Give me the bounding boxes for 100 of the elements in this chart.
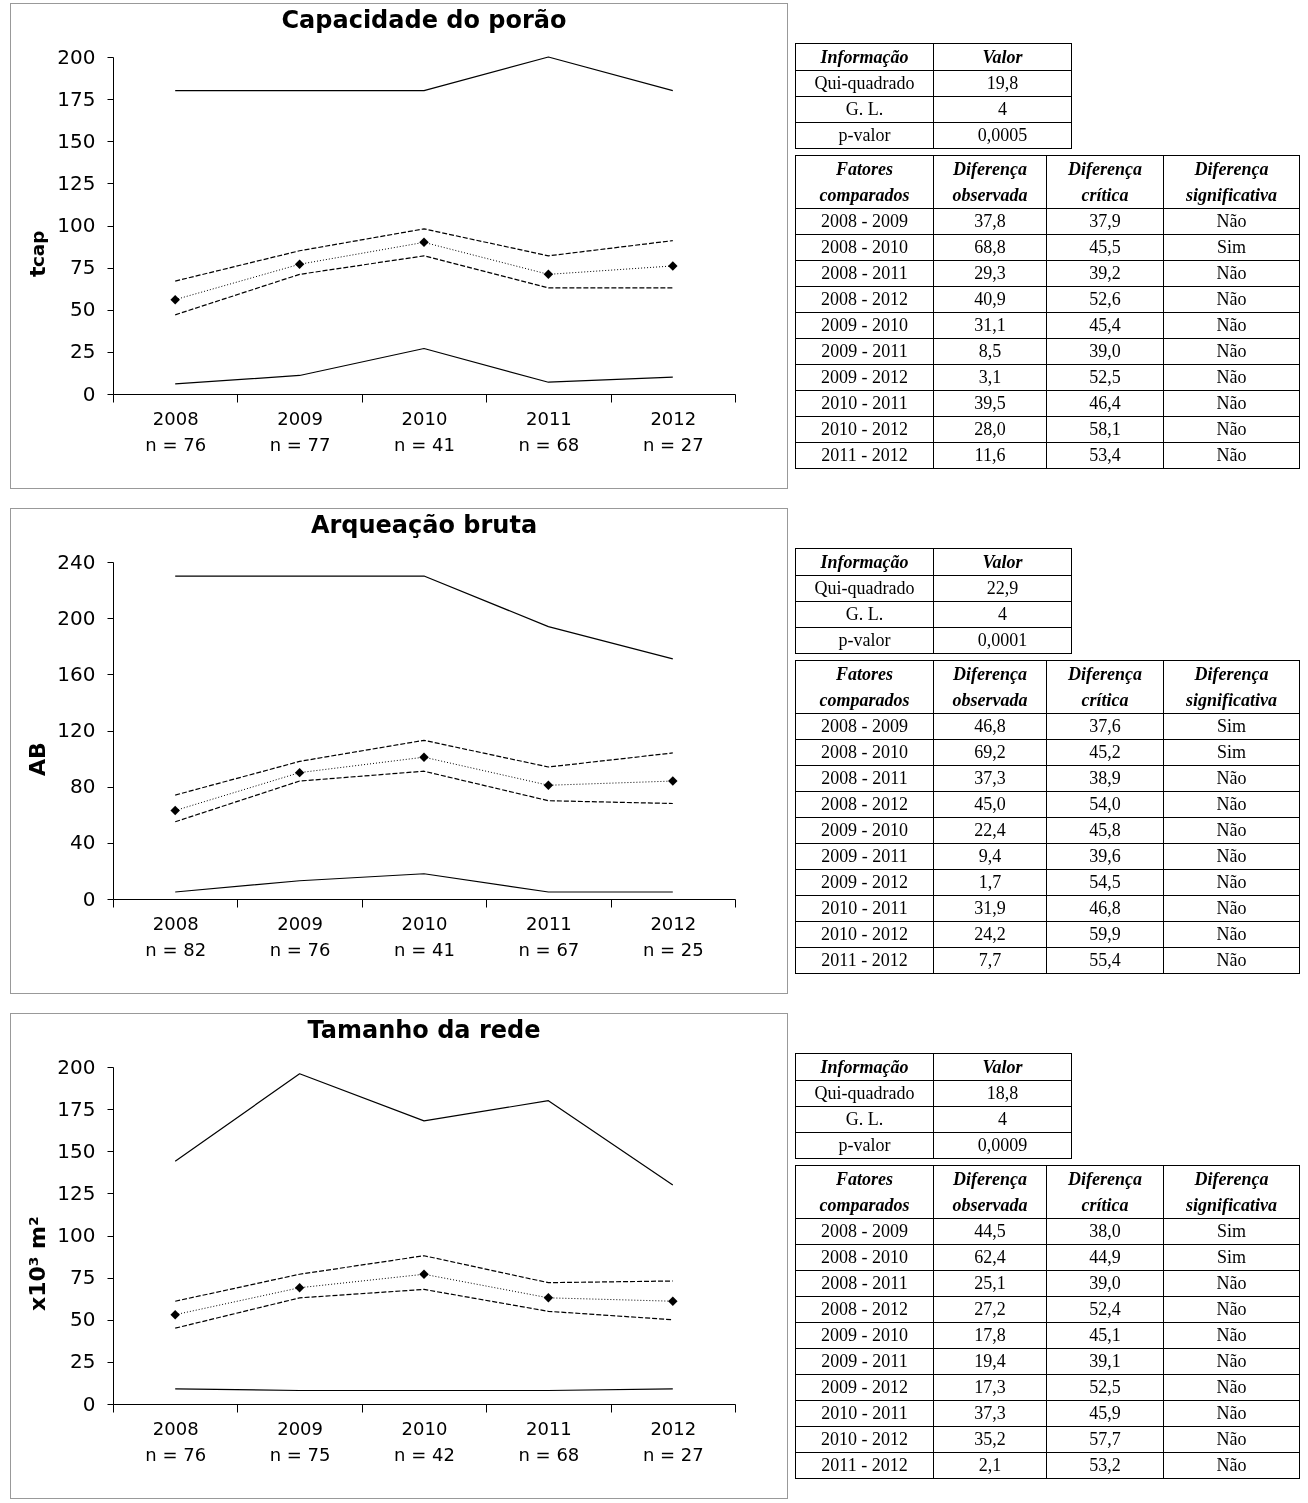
text: Não bbox=[1216, 950, 1247, 970]
text: 18,8 bbox=[986, 1083, 1019, 1103]
text: 45,9 bbox=[1089, 1403, 1121, 1423]
text: 2009 - 2012 bbox=[821, 367, 908, 387]
text: 2,1 bbox=[978, 1455, 1002, 1475]
x-tick-label: 2010 n = 41 bbox=[394, 912, 455, 960]
x-tick-label: 2011 n = 68 bbox=[518, 1417, 580, 1465]
text: 45,2 bbox=[1089, 742, 1121, 762]
text: p-valor bbox=[838, 630, 891, 650]
text: 39,1 bbox=[1089, 1351, 1121, 1371]
text: Qui-quadrado bbox=[814, 73, 915, 93]
text: Não bbox=[1216, 367, 1247, 387]
x-tick-label: 2011 n = 68 bbox=[518, 407, 580, 455]
text: 2010 - 2011 bbox=[821, 393, 908, 413]
x-tick-label: 2009 n = 77 bbox=[269, 407, 331, 455]
text: 2008 - 2010 bbox=[821, 1247, 908, 1267]
text: 52,4 bbox=[1089, 1299, 1121, 1319]
category-label: Diferença significativa bbox=[1163, 1165, 1300, 1219]
y-tick-label: 150 bbox=[57, 1138, 96, 1163]
text: 2009 - 2011 bbox=[821, 846, 908, 866]
text: Sim bbox=[1216, 742, 1246, 762]
y-axis-title: x10³ m² bbox=[25, 1215, 50, 1314]
text: Sim bbox=[1216, 1221, 1246, 1241]
text: 7,7 bbox=[978, 950, 1002, 970]
point bbox=[170, 1309, 180, 1320]
y-tick-label: 50 bbox=[70, 297, 96, 322]
text: 44,5 bbox=[974, 1221, 1006, 1241]
category-label: Diferença crítica bbox=[1046, 660, 1164, 714]
text: 35,2 bbox=[974, 1429, 1006, 1449]
text: 39,0 bbox=[1089, 341, 1121, 361]
y-tick-label: 150 bbox=[57, 128, 96, 153]
text: 2011 - 2012 bbox=[821, 445, 908, 465]
text: 2010 - 2012 bbox=[821, 1429, 908, 1449]
text: Não bbox=[1216, 445, 1247, 465]
text: 53,2 bbox=[1089, 1455, 1121, 1475]
text: 45,0 bbox=[974, 794, 1006, 814]
category-label: Diferença observada bbox=[933, 155, 1047, 209]
y-tick-label: 120 bbox=[57, 718, 96, 742]
text: 24,2 bbox=[974, 924, 1006, 944]
text: 53,4 bbox=[1089, 445, 1121, 465]
text: Não bbox=[1216, 898, 1247, 918]
point bbox=[668, 1296, 678, 1306]
text: 37,3 bbox=[974, 1403, 1006, 1423]
line-series bbox=[174, 1255, 674, 1302]
category-label: Valor bbox=[933, 1053, 1072, 1081]
text: 2008 - 2011 bbox=[821, 1273, 908, 1293]
text: p-valor bbox=[838, 1135, 891, 1155]
text: 17,3 bbox=[974, 1377, 1006, 1397]
y-tick-label: 100 bbox=[57, 213, 96, 237]
point bbox=[170, 294, 180, 305]
text: 54,0 bbox=[1089, 794, 1121, 814]
text: 62,4 bbox=[974, 1247, 1006, 1267]
x-tick-label: 2012 n = 27 bbox=[642, 1417, 704, 1465]
text: 38,9 bbox=[1089, 768, 1121, 788]
point bbox=[543, 780, 554, 791]
text: 31,1 bbox=[974, 315, 1006, 335]
text: Não bbox=[1216, 1377, 1247, 1397]
text: Não bbox=[1216, 1299, 1247, 1319]
text: 19,4 bbox=[974, 1351, 1006, 1371]
point bbox=[294, 1282, 305, 1293]
point bbox=[543, 1293, 554, 1303]
text: 22,4 bbox=[974, 820, 1006, 840]
text: Não bbox=[1216, 419, 1247, 439]
text: 2009 - 2010 bbox=[821, 820, 908, 840]
text: Sim bbox=[1216, 716, 1246, 736]
text: Não bbox=[1216, 1325, 1247, 1345]
category-label: Fatores comparados bbox=[795, 155, 934, 209]
text: 39,6 bbox=[1089, 846, 1121, 866]
category-label: Valor bbox=[933, 548, 1072, 576]
y-tick-label: 125 bbox=[57, 170, 96, 195]
y-tick-label: 0 bbox=[82, 381, 96, 406]
text: Não bbox=[1216, 315, 1247, 335]
text: 1,7 bbox=[978, 872, 1002, 892]
text: G. L. bbox=[845, 1109, 884, 1129]
text: p-valor bbox=[838, 125, 891, 145]
text: Não bbox=[1216, 1455, 1247, 1475]
text: 52,6 bbox=[1089, 289, 1121, 309]
text: 37,8 bbox=[974, 211, 1006, 231]
text: 29,3 bbox=[974, 263, 1006, 283]
text: 2009 - 2010 bbox=[821, 315, 908, 335]
text: 27,2 bbox=[974, 1299, 1006, 1319]
text: 45,8 bbox=[1089, 820, 1121, 840]
text: 2009 - 2011 bbox=[821, 1351, 908, 1371]
text: 45,5 bbox=[1089, 237, 1121, 257]
text: 37,9 bbox=[1089, 211, 1121, 231]
text: Não bbox=[1216, 341, 1247, 361]
y-tick-label: 80 bbox=[70, 774, 96, 799]
y-tick-label: 40 bbox=[70, 830, 96, 855]
text: 2011 - 2012 bbox=[821, 1455, 908, 1475]
text: 25,1 bbox=[974, 1273, 1006, 1293]
y-tick-label: 25 bbox=[70, 339, 96, 364]
text: 28,0 bbox=[974, 419, 1006, 439]
text: 19,8 bbox=[986, 73, 1019, 93]
x-tick-label: 2012 n = 25 bbox=[642, 912, 704, 960]
text: 40,9 bbox=[974, 289, 1006, 309]
y-tick-label: 200 bbox=[57, 1054, 96, 1079]
x-tick-label: 2010 n = 41 bbox=[394, 407, 455, 455]
text: 8,5 bbox=[978, 341, 1002, 361]
category-label: Diferença observada bbox=[933, 1165, 1047, 1219]
text: 2009 - 2012 bbox=[821, 1377, 908, 1397]
